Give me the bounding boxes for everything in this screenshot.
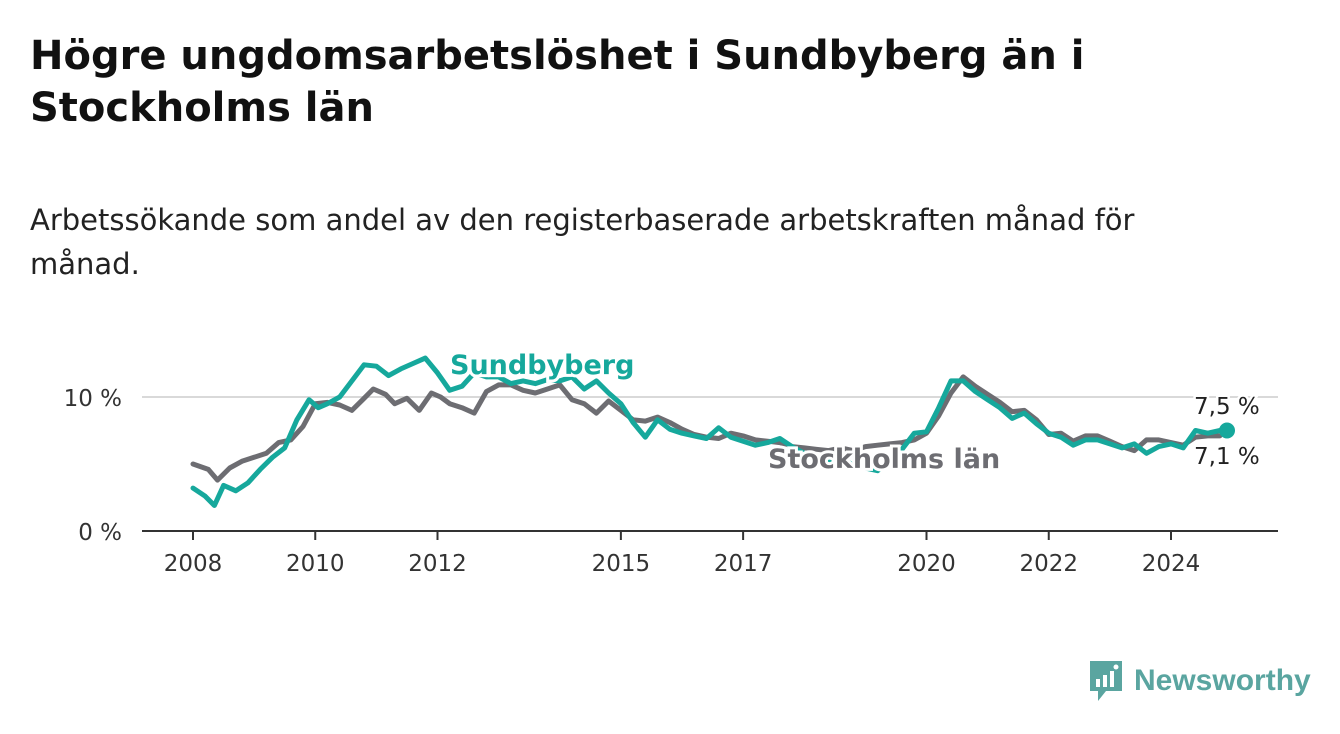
series-label-stockholm: Stockholms län: [768, 444, 1000, 475]
x-tick-label: 2012: [408, 551, 467, 577]
newsworthy-brand[interactable]: Newsworthy: [1088, 658, 1311, 704]
end-value-sundbyberg: 7,5 %: [1194, 394, 1260, 420]
y-tick-label: 0 %: [78, 520, 122, 546]
x-tick-label: 2022: [1019, 551, 1078, 577]
newsworthy-logo-icon: [1090, 661, 1122, 701]
brand-name: Newsworthy: [1134, 664, 1311, 697]
x-tick-label: 2017: [714, 551, 773, 577]
x-tick-label: 2015: [592, 551, 651, 577]
x-tick-label: 2020: [897, 551, 956, 577]
chart-subtitle: Arbetssökande som andel av den registerb…: [30, 203, 1135, 281]
x-tick-label: 2024: [1142, 551, 1201, 577]
chart-title: Högre ungdomsarbetslöshet i Sundbyberg ä…: [30, 33, 1085, 131]
series-line-stockholm: [190, 374, 1223, 483]
series-label-sundbyberg: Sundbyberg: [450, 350, 634, 381]
series-lines: [190, 355, 1235, 508]
end-value-stockholm: 7,1 %: [1194, 444, 1260, 470]
series-line-sundbyberg: [190, 355, 1223, 508]
y-tick-label: 10 %: [64, 386, 122, 412]
y-axis: 0 % 10 %: [64, 386, 122, 546]
x-tick-label: 2010: [286, 551, 345, 577]
x-tick-label: 2008: [164, 551, 223, 577]
x-axis: 2008 2010 2012 2015 2017 2020 2022 2024: [142, 530, 1278, 577]
series-labels: Sundbyberg Stockholms län 7,5 % 7,1 %: [447, 347, 1262, 478]
